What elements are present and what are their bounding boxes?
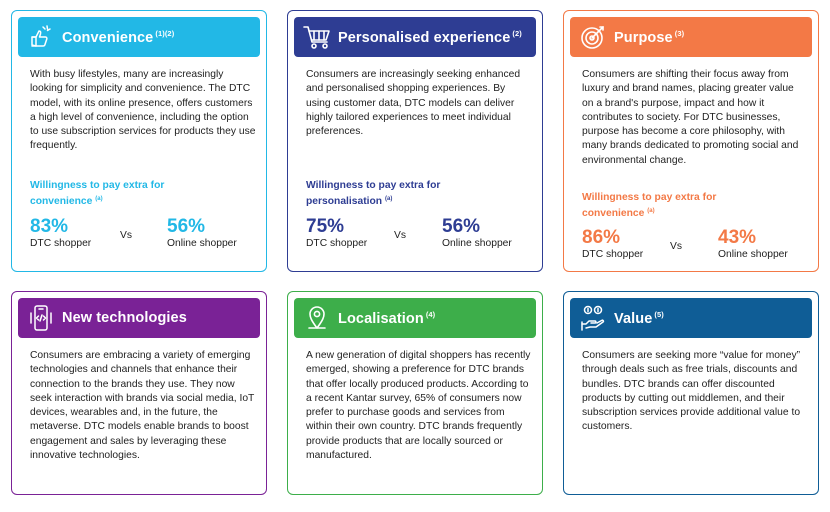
purpose-wtp-label: Willingness to pay extra for convenience… — [582, 192, 717, 219]
shopping-cart-icon — [302, 22, 332, 52]
convenience-title: Convenience (1)(2) — [62, 28, 175, 46]
online-shopper-stat: 43% Online shopper — [718, 227, 788, 260]
vs-label: Vs — [120, 230, 133, 241]
purpose-title: Purpose (3) — [614, 28, 685, 46]
dtc-shopper-stat: 75% DTC shopper — [306, 216, 368, 249]
personalised-experience-card: Personalised experience (2) Consumers are… — [287, 10, 543, 272]
localisation-title: Localisation (4) — [338, 309, 436, 327]
personalised-experience-header: Personalised experience (2) — [294, 17, 536, 57]
value-card: Value (5) Consumers are seeking more “val… — [563, 291, 819, 495]
hand-money-icon — [578, 303, 608, 333]
new-technologies-card: New technologies Consumers are embracing… — [11, 291, 267, 495]
convenience-wtp-label: Willingness to pay extra for convenience… — [30, 180, 165, 207]
vs-label: Vs — [670, 241, 683, 252]
convenience-stats: 83% DTC shopper Vs 56% Online shopper — [30, 216, 256, 256]
smartphone-code-icon — [26, 303, 56, 333]
target-icon — [578, 22, 608, 52]
location-pin-icon — [302, 303, 332, 333]
dtc-shopper-stat: 86% DTC shopper — [582, 227, 644, 260]
dtc-shopper-stat: 83% DTC shopper — [30, 216, 92, 249]
online-shopper-stat: 56% Online shopper — [442, 216, 512, 249]
personalised-wtp-label: Willingness to pay extra for personalisa… — [306, 180, 441, 207]
purpose-card: Purpose (3) Consumers are shifting their … — [563, 10, 819, 272]
online-shopper-stat: 56% Online shopper — [167, 216, 237, 249]
value-header: Value (5) — [570, 298, 812, 338]
purpose-header: Purpose (3) — [570, 17, 812, 57]
localisation-description: A new generation of digital shoppers has… — [306, 350, 531, 462]
localisation-card: Localisation (4) A new generation of digi… — [287, 291, 543, 495]
purpose-description: Consumers are shifting their focus away … — [582, 69, 799, 166]
purpose-stats: 86% DTC shopper Vs 43% Online shopper — [582, 227, 808, 267]
personalised-stats: 75% DTC shopper Vs 56% Online shopper — [306, 216, 532, 256]
vs-label: Vs — [394, 230, 407, 241]
new-technologies-title: New technologies — [62, 310, 187, 326]
convenience-description: With busy lifestyles, many are increasin… — [30, 69, 256, 152]
value-title: Value (5) — [614, 309, 664, 327]
localisation-header: Localisation (4) — [294, 298, 536, 338]
new-technologies-description: Consumers are embracing a variety of eme… — [30, 350, 255, 462]
personalised-experience-title: Personalised experience (2) — [338, 28, 522, 46]
convenience-card: Convenience (1)(2) With busy lifestyles, … — [11, 10, 267, 272]
personalised-experience-description: Consumers are increasingly seeking enhan… — [306, 69, 521, 138]
hand-speed-icon — [26, 22, 56, 52]
value-description: Consumers are seeking more “value for mo… — [582, 350, 801, 433]
new-technologies-header: New technologies — [18, 298, 260, 338]
convenience-header: Convenience (1)(2) — [18, 17, 260, 57]
